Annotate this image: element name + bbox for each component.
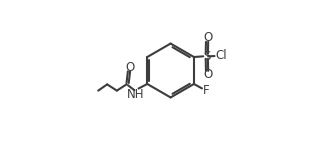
Text: F: F (203, 84, 210, 97)
Text: NH: NH (126, 88, 144, 101)
Text: Cl: Cl (215, 49, 227, 62)
Text: O: O (203, 69, 212, 81)
Text: O: O (125, 61, 134, 74)
Text: O: O (203, 31, 212, 44)
Text: S: S (203, 50, 211, 63)
